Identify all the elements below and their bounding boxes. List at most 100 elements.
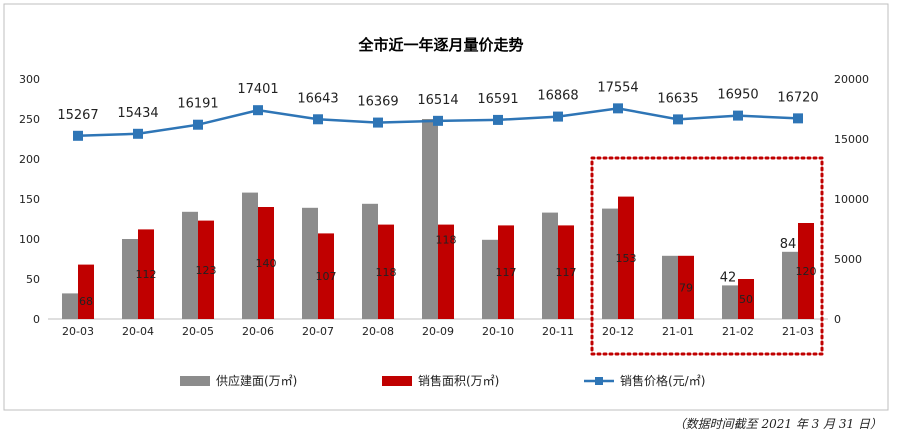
price-data-label: 17554 <box>597 80 638 95</box>
price-point <box>673 114 683 125</box>
supply-bar <box>782 251 798 319</box>
price-point <box>193 119 203 130</box>
price-point <box>373 117 383 128</box>
x-tick-label: 20-08 <box>362 325 394 338</box>
price-data-label: 16591 <box>477 92 518 107</box>
chart-title: 全市近一年逐月量价走势 <box>357 36 523 54</box>
legend-swatch <box>382 376 412 386</box>
footnote: （数据时间截至 2021 年 3 月 31 日） <box>674 417 882 431</box>
supply-bar <box>722 285 738 319</box>
sales-bar <box>798 223 814 319</box>
legend-label: 销售价格(元/㎡) <box>620 373 705 388</box>
y-right-tick-label: 10000 <box>834 193 869 206</box>
y-right-tick-label: 0 <box>834 313 841 326</box>
x-tick-label: 20-03 <box>62 325 94 338</box>
sales-data-label: 117 <box>556 266 577 279</box>
bars <box>62 119 814 319</box>
y-left-tick-label: 300 <box>19 73 40 86</box>
y-left-tick-label: 100 <box>19 233 40 246</box>
sales-data-label: 117 <box>496 266 517 279</box>
price-point <box>73 130 83 141</box>
price-data-label: 16643 <box>297 91 338 106</box>
price-point <box>313 114 323 125</box>
price-point <box>493 114 503 125</box>
sales-bar <box>138 229 154 319</box>
supply-data-label: 84 <box>780 237 797 252</box>
sales-data-label: 118 <box>376 266 397 279</box>
price-data-label: 15434 <box>117 106 158 121</box>
supply-bar <box>122 239 138 319</box>
legend-label: 销售面积(万㎡) <box>418 373 499 388</box>
price-point <box>613 103 623 114</box>
sales-bar <box>738 279 754 319</box>
supply-bar <box>602 208 618 319</box>
x-tick-label: 21-01 <box>662 325 694 338</box>
sales-bar <box>558 225 574 319</box>
x-tick-label: 21-03 <box>782 325 814 338</box>
x-tick-label: 20-09 <box>422 325 454 338</box>
sales-data-label: 153 <box>616 252 637 265</box>
x-tick-label: 20-12 <box>602 325 634 338</box>
sales-bar <box>258 207 274 319</box>
y-right-tick-label: 20000 <box>834 73 869 86</box>
price-point <box>253 105 263 116</box>
supply-bar <box>542 212 558 319</box>
price-point <box>733 110 743 121</box>
data-labels: 42 84 68 112 123 140 107 118 118 117 117 153 79 50 120… <box>57 80 818 308</box>
y-left-tick-label: 0 <box>33 313 40 326</box>
price-data-label: 16514 <box>417 93 458 108</box>
sales-data-label: 79 <box>679 281 693 294</box>
axes: 0 50 100 150 200 250 300 0 5000 10000 15000 20000 20… <box>19 73 869 338</box>
y-left-tick-label: 250 <box>19 113 40 126</box>
y-left-tick-label: 200 <box>19 153 40 166</box>
supply-bar <box>182 211 198 319</box>
sales-data-label: 107 <box>316 270 337 283</box>
sales-bar <box>438 224 454 319</box>
x-tick-label: 20-05 <box>182 325 214 338</box>
y-right-tick-label: 5000 <box>834 253 862 266</box>
price-data-label: 16720 <box>777 90 818 105</box>
x-tick-label: 21-02 <box>722 325 754 338</box>
price-data-label: 17401 <box>237 82 278 97</box>
sales-data-label: 118 <box>436 234 457 247</box>
price-point <box>433 115 443 126</box>
price-point <box>553 111 563 122</box>
legend-swatch <box>180 376 210 386</box>
sales-data-label: 140 <box>256 257 277 270</box>
sales-bar <box>198 220 214 319</box>
highlight-box <box>590 156 824 356</box>
y-left-tick-label: 150 <box>19 193 40 206</box>
price-data-label: 16191 <box>177 97 218 112</box>
sales-data-label: 120 <box>796 265 817 278</box>
sales-data-label: 50 <box>739 293 753 306</box>
supply-bar <box>62 293 78 319</box>
supply-bar <box>302 207 318 319</box>
price-data-label: 16635 <box>657 91 698 106</box>
legend-marker <box>595 377 603 385</box>
price-data-label: 16868 <box>537 89 578 104</box>
supply-bar <box>482 239 498 319</box>
sales-bar <box>318 233 334 319</box>
price-line <box>73 103 803 141</box>
x-tick-label: 20-06 <box>242 325 274 338</box>
x-tick-label: 20-04 <box>122 325 154 338</box>
sales-data-label: 123 <box>196 264 217 277</box>
x-tick-label: 20-11 <box>542 325 574 338</box>
sales-bar <box>78 264 94 319</box>
sales-bar <box>618 196 634 319</box>
chart-frame <box>3 3 889 411</box>
supply-bar <box>242 192 258 319</box>
highlight-dotted-box <box>590 156 824 356</box>
legend: 供应建面(万㎡) 销售面积(万㎡) 销售价格(元/㎡) <box>180 373 705 388</box>
legend-label: 供应建面(万㎡) <box>216 373 297 388</box>
supply-bar <box>662 255 678 319</box>
supply-bar <box>422 119 438 319</box>
sales-data-label: 112 <box>136 268 157 281</box>
sales-bar <box>378 224 394 319</box>
y-left-tick-label: 50 <box>26 273 40 286</box>
y-right-tick-label: 15000 <box>834 133 869 146</box>
price-point <box>793 113 803 124</box>
price-point <box>133 128 143 139</box>
supply-data-label: 42 <box>720 270 737 285</box>
